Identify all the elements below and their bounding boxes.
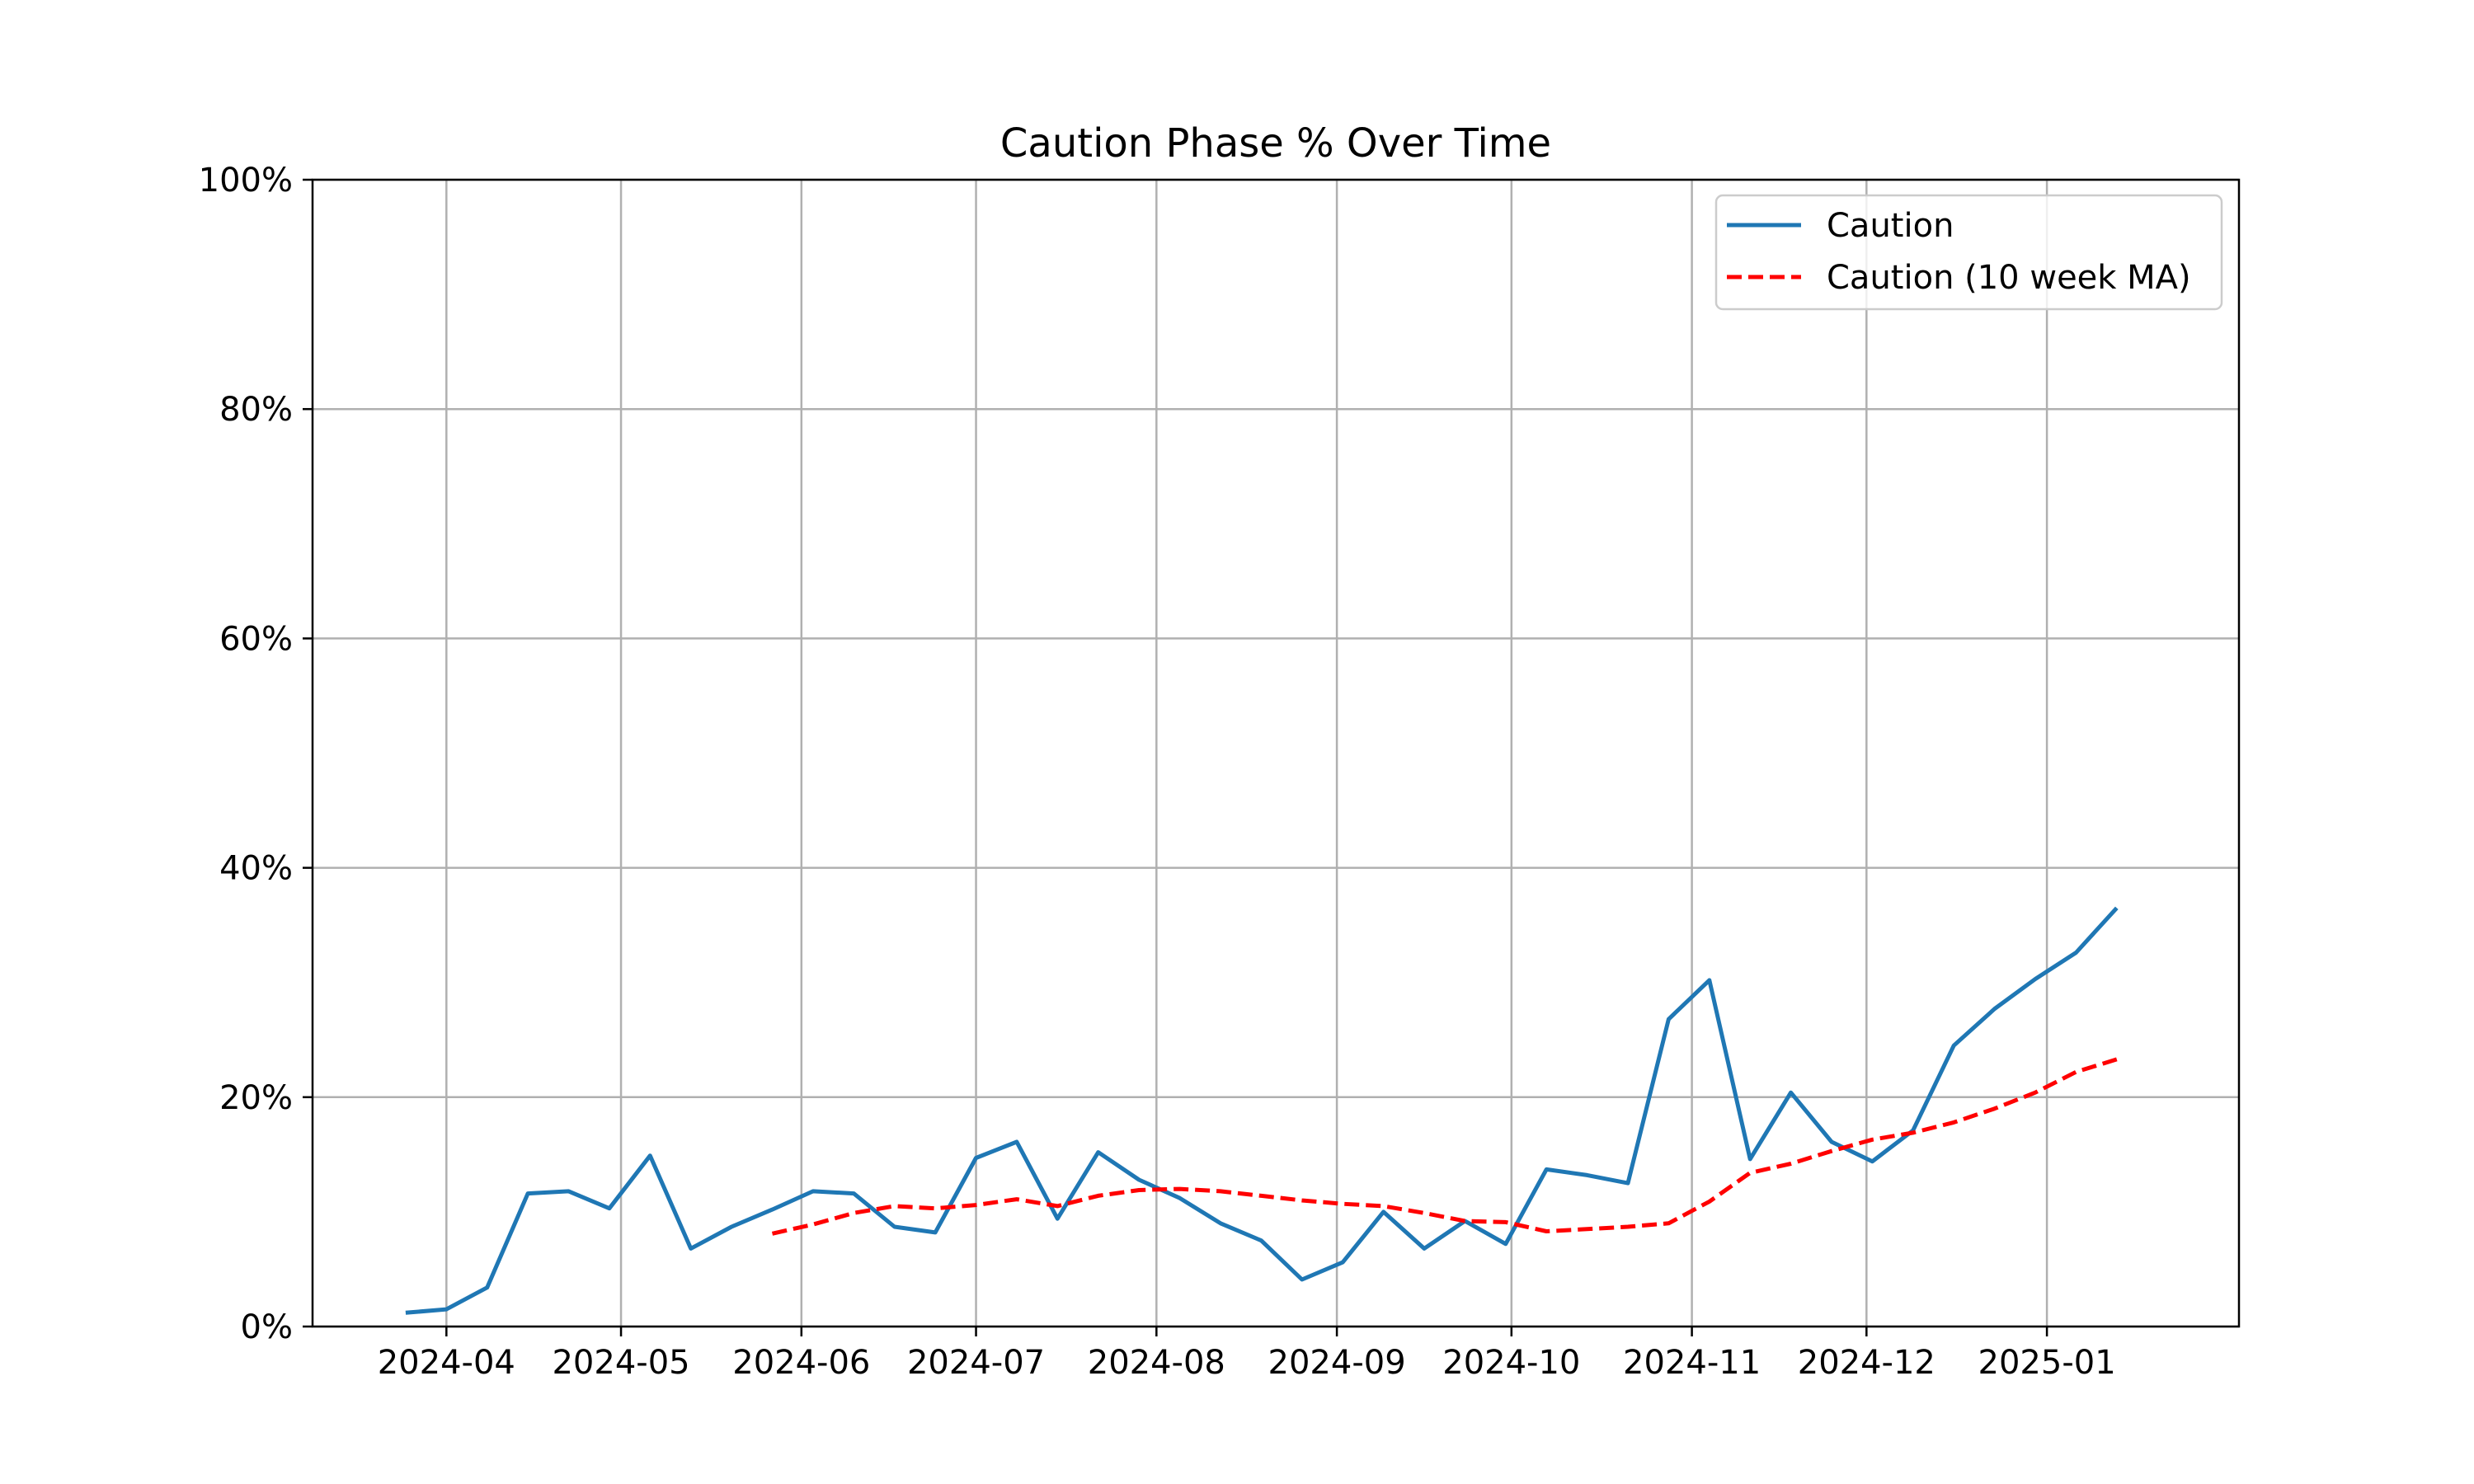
- plot-area-frame: [311, 178, 2241, 1328]
- series-group: [405, 906, 2119, 1315]
- x-tick-label: 2024-09: [1268, 1344, 1406, 1382]
- x-tick-label: 2024-11: [1623, 1344, 1761, 1382]
- y-tick-label: 0%: [241, 1308, 293, 1346]
- chart-title: Caution Phase % Over Time: [1000, 120, 1551, 167]
- x-tick-label: 2025-01: [1978, 1344, 2116, 1382]
- y-tick-label: 60%: [219, 620, 293, 658]
- y-tick-label: 100%: [199, 162, 293, 200]
- legend-label-caution: Caution: [1827, 207, 1954, 245]
- legend-box: [1714, 194, 2223, 311]
- x-tick-label: 2024-05: [552, 1344, 689, 1382]
- x-tick-label: 2024-08: [1088, 1344, 1225, 1382]
- series-line-caution: [405, 906, 2119, 1315]
- x-tick-label: 2024-12: [1798, 1344, 1935, 1382]
- y-tick-label: 40%: [219, 850, 293, 888]
- y-tick-label: 80%: [219, 391, 293, 429]
- y-tick-label: 20%: [219, 1079, 293, 1117]
- legend-label-caution-ma: Caution (10 week MA): [1827, 259, 2191, 297]
- x-tick-label: 2024-06: [732, 1344, 870, 1382]
- series-line-caution-ma: [771, 1057, 2118, 1236]
- x-tick-label: 2024-10: [1442, 1344, 1580, 1382]
- axes: 2024-04 2024-05 2024-06 2024-07 2024-08 2024-…: [199, 162, 2116, 1382]
- legend: Caution Caution (10 week MA): [1714, 194, 2223, 311]
- x-tick-label: 2024-07: [907, 1344, 1045, 1382]
- x-tick-label: 2024-04: [378, 1344, 515, 1382]
